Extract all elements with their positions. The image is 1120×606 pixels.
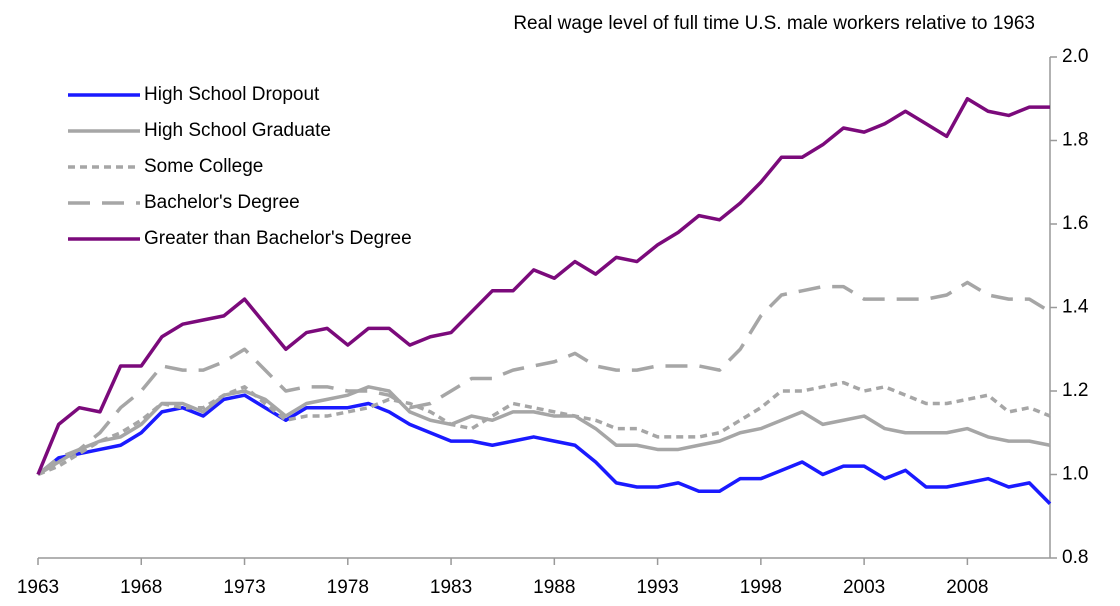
series-line bbox=[36, 393, 1052, 505]
x-tick-label: 1963 bbox=[17, 577, 59, 598]
legend-label: Bachelor's Degree bbox=[144, 192, 300, 213]
y-tick-label: 1.2 bbox=[1062, 380, 1088, 401]
x-tick-label: 1978 bbox=[327, 577, 369, 598]
series-line bbox=[36, 280, 1051, 476]
y-tick-label: 1.8 bbox=[1062, 130, 1088, 151]
y-tick-label: 1.4 bbox=[1062, 297, 1089, 318]
x-tick-label: 1998 bbox=[740, 577, 782, 598]
chart-title: Real wage level of full time U.S. male w… bbox=[513, 13, 1035, 34]
y-tick-label: 2.0 bbox=[1062, 46, 1088, 67]
x-tick-label: 1983 bbox=[430, 577, 472, 598]
y-tick-label: 0.8 bbox=[1062, 547, 1088, 568]
x-tick-label: 2003 bbox=[843, 577, 885, 598]
x-tick-label: 1968 bbox=[120, 577, 162, 598]
legend-label: Some College bbox=[144, 156, 263, 177]
x-tick-label: 2008 bbox=[946, 577, 988, 598]
series-line bbox=[37, 380, 1051, 477]
series-line bbox=[36, 97, 1050, 476]
y-tick-label: 1.6 bbox=[1062, 213, 1088, 234]
x-tick-label: 1988 bbox=[533, 577, 575, 598]
legend-label: Greater than Bachelor's Degree bbox=[144, 228, 412, 249]
x-tick-label: 1973 bbox=[223, 577, 265, 598]
series-line bbox=[37, 385, 1051, 476]
legend-label: High School Graduate bbox=[144, 120, 331, 141]
legend-label: High School Dropout bbox=[144, 84, 320, 105]
x-tick-label: 1993 bbox=[636, 577, 678, 598]
y-tick-label: 1.0 bbox=[1062, 464, 1088, 485]
